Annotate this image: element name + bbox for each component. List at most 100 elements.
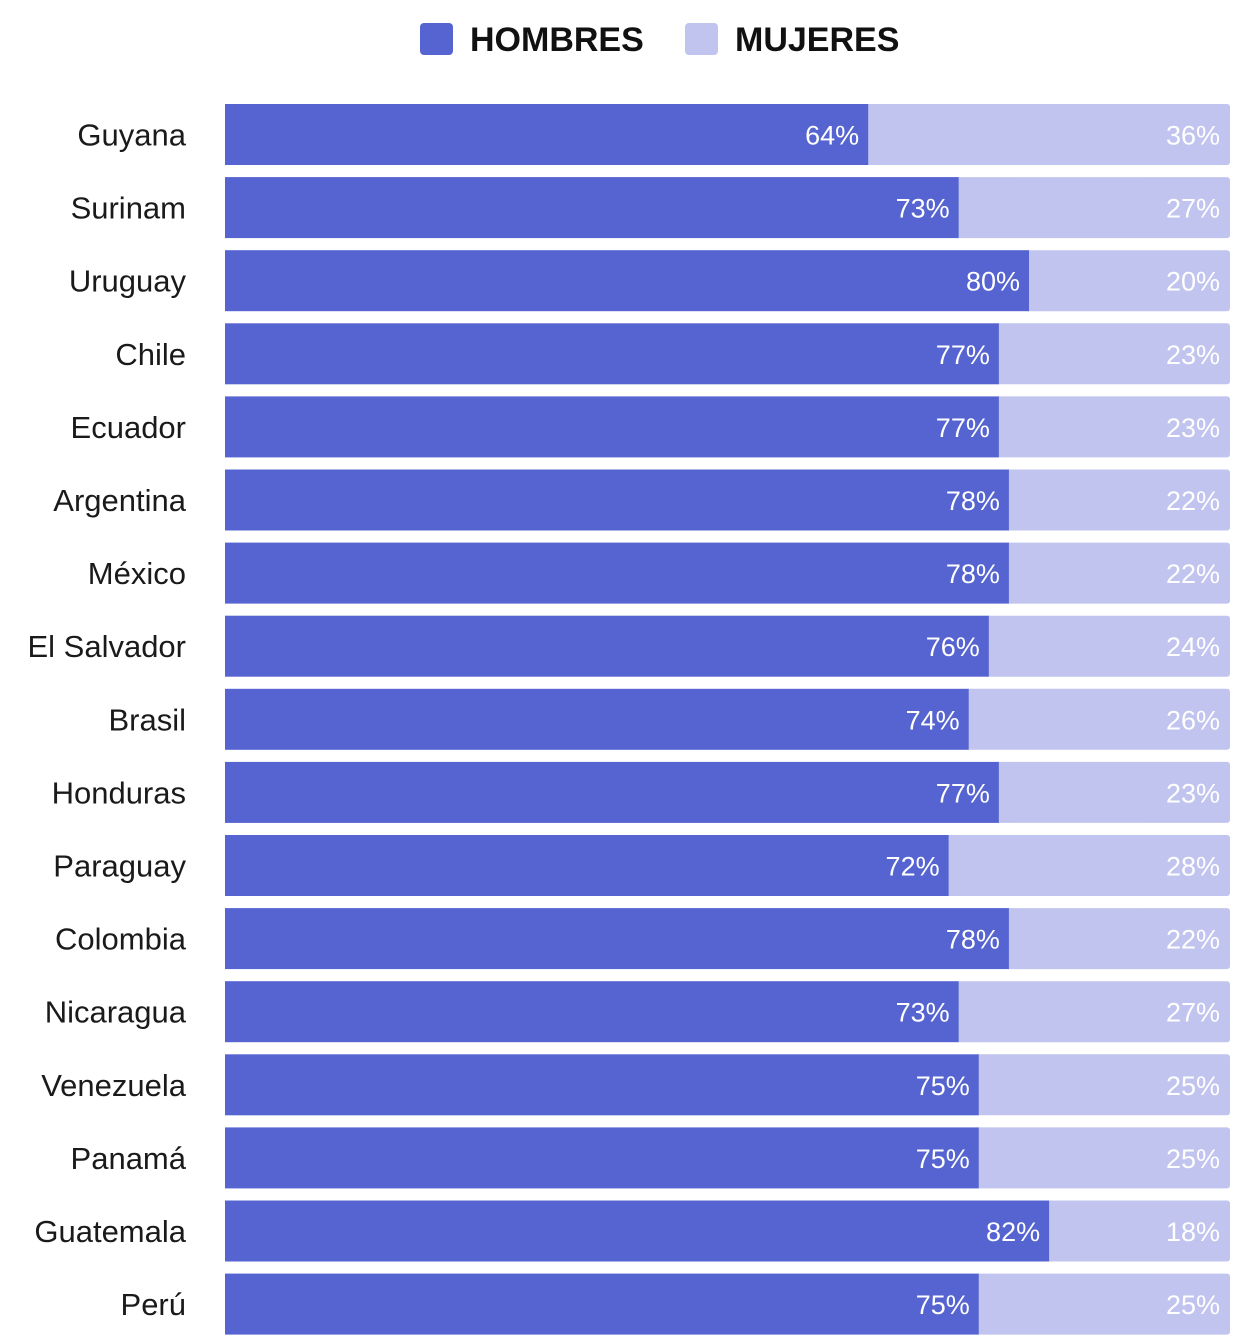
bar-row: Surinam 73% 27% — [71, 177, 1230, 239]
value-label-hombres: 75% — [916, 1290, 970, 1320]
bar-hombres — [225, 469, 1009, 531]
category-label: Colombia — [55, 922, 187, 957]
value-label-mujeres: 28% — [1166, 852, 1220, 882]
value-label-hombres: 73% — [896, 194, 950, 224]
value-label-hombres: 64% — [805, 121, 859, 151]
value-label-hombres: 82% — [986, 1217, 1040, 1247]
bar-row: Ecuador 77% 23% — [71, 396, 1230, 458]
bar-mujeres — [1004, 542, 1230, 604]
bar-hombres — [225, 542, 1009, 604]
bar-row: Chile 77% 23% — [115, 323, 1230, 385]
category-label: México — [88, 556, 186, 591]
bar-row: Perú 75% 25% — [121, 1273, 1230, 1335]
category-label: Guatemala — [34, 1214, 186, 1249]
bar-mujeres — [984, 615, 1230, 677]
bar-hombres — [225, 835, 949, 896]
bar-row: Guatemala 82% 18% — [34, 1200, 1230, 1262]
bar-hombres — [225, 1200, 1050, 1262]
value-label-hombres: 73% — [896, 998, 950, 1028]
value-label-mujeres: 25% — [1166, 1290, 1220, 1320]
bar-row: Guyana 64% 36% — [77, 104, 1230, 165]
value-label-mujeres: 22% — [1166, 925, 1220, 955]
value-label-mujeres: 22% — [1166, 486, 1220, 516]
legend-item-mujeres: MUJERES — [685, 21, 899, 59]
bar-row: Honduras 77% 23% — [52, 761, 1230, 823]
bar-row: Uruguay 80% 20% — [69, 250, 1230, 312]
bar-mujeres — [1004, 908, 1230, 970]
bar-row: Panamá 75% 25% — [71, 1127, 1230, 1189]
bar-hombres — [225, 250, 1029, 312]
category-label: El Salvador — [27, 629, 186, 664]
value-label-hombres: 74% — [906, 705, 960, 735]
bar-hombres — [225, 688, 969, 750]
bar-hombres — [225, 396, 999, 458]
bar-row: México 78% 22% — [88, 542, 1230, 604]
value-label-hombres: 77% — [936, 413, 990, 443]
bar-hombres — [225, 104, 869, 165]
value-label-mujeres: 23% — [1166, 340, 1220, 370]
bar-row: Brasil 74% 26% — [108, 688, 1230, 750]
value-label-hombres: 72% — [886, 852, 940, 882]
category-label: Panamá — [71, 1141, 187, 1176]
bar-hombres — [225, 323, 999, 385]
category-label: Perú — [121, 1287, 186, 1322]
bar-mujeres — [954, 981, 1230, 1043]
bar-row: Paraguay 72% 28% — [53, 835, 1230, 896]
bar-mujeres — [974, 1054, 1230, 1116]
legend: HOMBRES MUJERES — [420, 21, 899, 59]
bar-hombres — [225, 177, 959, 239]
category-label: Venezuela — [41, 1068, 187, 1103]
value-label-mujeres: 22% — [1166, 559, 1220, 589]
legend-label: HOMBRES — [470, 21, 644, 59]
legend-label: MUJERES — [735, 21, 899, 59]
category-label: Paraguay — [53, 849, 186, 884]
bar-row: Colombia 78% 22% — [55, 908, 1230, 970]
bar-mujeres — [1025, 250, 1230, 312]
bar-mujeres — [994, 396, 1230, 458]
category-label: Argentina — [53, 483, 186, 518]
legend-swatch — [685, 23, 718, 55]
value-label-hombres: 77% — [936, 778, 990, 808]
bar-mujeres — [864, 104, 1230, 165]
bar-hombres — [225, 1127, 979, 1189]
category-label: Nicaragua — [45, 995, 187, 1030]
bar-row: Venezuela 75% 25% — [41, 1054, 1230, 1116]
value-label-mujeres: 20% — [1166, 267, 1220, 297]
value-label-hombres: 75% — [916, 1071, 970, 1101]
value-label-hombres: 78% — [946, 486, 1000, 516]
bar-row: Nicaragua 73% 27% — [45, 981, 1230, 1043]
value-label-mujeres: 24% — [1166, 632, 1220, 662]
value-label-mujeres: 25% — [1166, 1144, 1220, 1174]
category-label: Chile — [115, 337, 186, 372]
bar-mujeres — [974, 1273, 1230, 1335]
bar-row: Argentina 78% 22% — [53, 469, 1230, 531]
bar-mujeres — [954, 177, 1230, 239]
value-label-mujeres: 27% — [1166, 194, 1220, 224]
value-label-hombres: 76% — [926, 632, 980, 662]
category-label: Guyana — [77, 118, 186, 153]
bar-mujeres — [994, 323, 1230, 385]
bar-mujeres — [974, 1127, 1230, 1189]
value-label-hombres: 75% — [916, 1144, 970, 1174]
bar-hombres — [225, 908, 1009, 970]
bar-hombres — [225, 981, 959, 1043]
value-label-mujeres: 26% — [1166, 705, 1220, 735]
value-label-mujeres: 36% — [1166, 121, 1220, 151]
value-label-hombres: 78% — [946, 559, 1000, 589]
category-label: Uruguay — [69, 264, 187, 299]
value-label-hombres: 80% — [966, 267, 1020, 297]
category-label: Ecuador — [71, 410, 186, 445]
value-label-hombres: 77% — [936, 340, 990, 370]
bar-mujeres — [964, 688, 1230, 750]
value-label-hombres: 78% — [946, 925, 1000, 955]
category-label: Surinam — [71, 191, 186, 226]
category-label: Brasil — [108, 702, 186, 737]
bar-mujeres — [1045, 1200, 1230, 1262]
value-label-mujeres: 23% — [1166, 413, 1220, 443]
value-label-mujeres: 23% — [1166, 778, 1220, 808]
bar-mujeres — [944, 835, 1230, 896]
value-label-mujeres: 27% — [1166, 998, 1220, 1028]
category-label: Honduras — [52, 775, 186, 810]
legend-swatch — [420, 23, 453, 55]
